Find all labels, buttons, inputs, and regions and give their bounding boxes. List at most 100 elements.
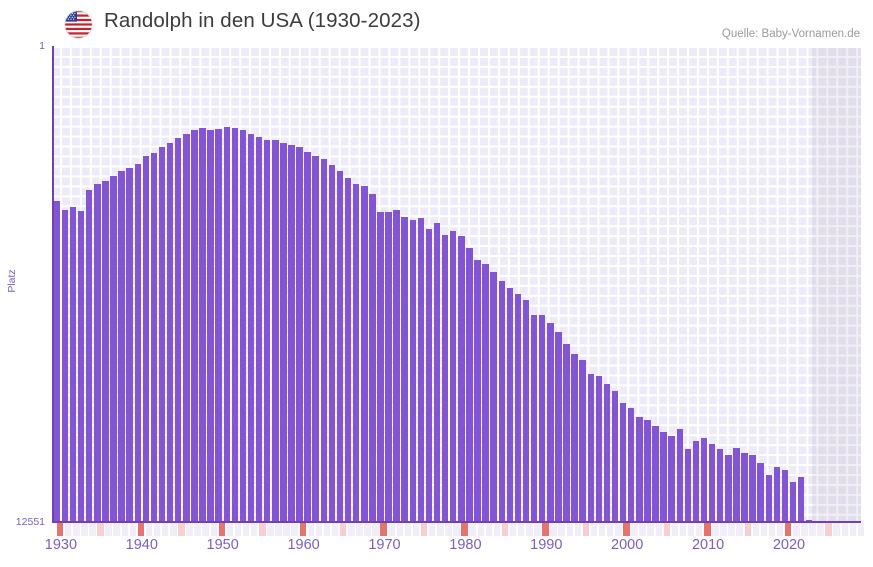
- bar: [126, 168, 133, 521]
- bar: [320, 159, 328, 521]
- x-tick: [509, 523, 517, 536]
- x-tick: [64, 523, 72, 536]
- bar: [466, 247, 473, 521]
- bar: [385, 211, 392, 521]
- bar: [255, 137, 263, 521]
- x-tick: [801, 523, 808, 536]
- bar: [725, 455, 732, 521]
- x-axis-line: [52, 521, 861, 523]
- x-tick: [655, 523, 662, 536]
- x-tick: [226, 523, 234, 536]
- bar: [797, 476, 805, 521]
- x-tick: [267, 523, 274, 536]
- x-tick-major: [461, 523, 468, 536]
- bar: [158, 146, 166, 521]
- x-tick: [251, 523, 258, 536]
- bar: [773, 467, 781, 521]
- x-tick-minor: [259, 523, 266, 536]
- bar: [433, 222, 441, 521]
- x-tick: [671, 523, 679, 536]
- x-tick: [315, 523, 323, 536]
- bar: [328, 165, 336, 521]
- x-tick: [550, 523, 557, 536]
- x-tick: [776, 523, 784, 536]
- bar: [765, 474, 772, 521]
- bar: [716, 449, 724, 521]
- x-axis-tick-marks: [52, 523, 865, 537]
- bar: [741, 453, 748, 521]
- bar: [522, 299, 530, 521]
- x-tick: [396, 523, 404, 536]
- x-tick: [493, 523, 501, 536]
- bar: [215, 129, 222, 521]
- bar: [547, 323, 554, 521]
- bar: [352, 183, 360, 521]
- x-tick: [89, 523, 96, 536]
- bar: [207, 130, 214, 521]
- bar: [563, 343, 570, 521]
- x-tick-major: [542, 523, 549, 536]
- bar: [789, 482, 797, 521]
- x-tick: [275, 523, 282, 536]
- bar: [191, 130, 198, 521]
- x-tick: [412, 523, 420, 536]
- page-title: Randolph in den USA (1930-2023): [104, 9, 421, 32]
- bar: [102, 181, 109, 521]
- x-tick: [372, 523, 379, 536]
- bar: [183, 133, 190, 521]
- bar: [587, 373, 595, 521]
- x-tick: [356, 523, 363, 536]
- x-tick-major: [380, 523, 387, 536]
- bar: [474, 259, 481, 521]
- x-tick: [105, 523, 112, 536]
- x-tick-major: [56, 523, 64, 536]
- x-tick: [558, 523, 565, 536]
- x-tick-major: [218, 523, 226, 536]
- plot-canvas: [52, 48, 861, 521]
- bar: [110, 176, 117, 521]
- x-tick: [348, 523, 355, 536]
- bar: [636, 416, 643, 521]
- bar: [692, 441, 700, 521]
- x-tick: [809, 523, 816, 536]
- x-tick: [210, 523, 218, 536]
- bar: [174, 138, 182, 521]
- x-tick: [202, 523, 209, 536]
- x-tick: [162, 523, 169, 536]
- x-tick-major: [784, 523, 792, 536]
- bar: [579, 359, 586, 521]
- x-tick: [81, 523, 88, 536]
- bar: [555, 331, 562, 521]
- x-axis-label: 1980: [449, 537, 482, 553]
- x-tick: [331, 523, 339, 536]
- x-tick: [73, 523, 80, 536]
- bar: [441, 235, 449, 521]
- x-axis-tick-labels: 1930 1940 1950 1960 1970 1980 1990 2000 2010 2020: [0, 537, 873, 561]
- bar: [288, 145, 295, 521]
- x-tick-minor: [340, 523, 347, 536]
- x-tick: [445, 523, 452, 536]
- x-tick-minor: [582, 523, 590, 536]
- bar: [272, 139, 279, 521]
- bar: [733, 448, 740, 521]
- x-tick: [170, 523, 177, 536]
- x-tick-minor: [663, 523, 671, 536]
- x-axis-label: 1950: [206, 537, 239, 553]
- bar: [304, 152, 311, 521]
- bar: [749, 454, 756, 521]
- bar: [781, 469, 789, 521]
- x-tick: [113, 523, 120, 536]
- x-tick: [647, 523, 654, 536]
- y-axis-line: [52, 46, 54, 523]
- x-tick: [517, 523, 525, 536]
- x-tick-minor: [97, 523, 104, 536]
- bar: [361, 185, 368, 521]
- bar: [668, 436, 675, 521]
- bar: [805, 520, 813, 521]
- x-tick: [679, 523, 687, 536]
- x-tick: [291, 523, 298, 536]
- x-tick-minor: [178, 523, 185, 536]
- bar: [150, 153, 158, 521]
- bar: [239, 129, 247, 521]
